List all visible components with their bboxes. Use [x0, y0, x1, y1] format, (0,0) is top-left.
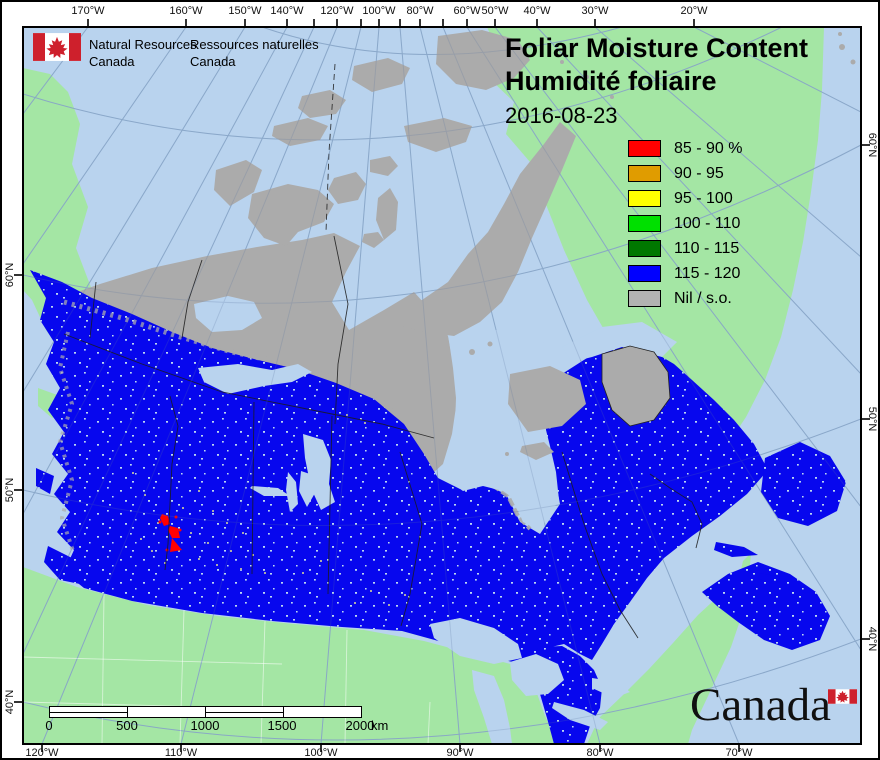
- lakes-layer: [194, 296, 680, 744]
- axis-ticks: [14, 19, 870, 752]
- ungava-nil-patch: [601, 345, 671, 427]
- somerset-island: [370, 156, 398, 176]
- ringnes-islands: [298, 90, 346, 118]
- boothia-peninsula: [376, 188, 398, 240]
- great-bear-lake: [194, 296, 262, 332]
- baffin-island: [394, 122, 576, 336]
- coats-island: [520, 442, 554, 460]
- ellesmere-island: [436, 30, 530, 90]
- lake-erie: [552, 702, 608, 730]
- lake-superior: [430, 618, 522, 664]
- devon-island: [404, 118, 472, 152]
- king-william-island: [362, 232, 384, 248]
- provincial-borders: [63, 63, 703, 639]
- lake-athabasca: [250, 486, 290, 496]
- lake-winnipeg: [303, 434, 335, 510]
- arctic-islands-layer: [214, 30, 856, 460]
- prairie-gray-specks: [132, 406, 406, 606]
- fire-spots: [158, 514, 182, 552]
- great-slave-lake: [198, 364, 312, 394]
- banks-island: [214, 160, 262, 206]
- st-lawrence-river: [628, 596, 680, 650]
- lake-ontario: [592, 678, 630, 698]
- victoria-island: [248, 184, 334, 246]
- southampton-island: [508, 366, 586, 432]
- prince-of-wales-island: [328, 172, 366, 204]
- us-east: [587, 553, 751, 744]
- lake-huron: [510, 654, 564, 696]
- lake-winnipegosis: [286, 472, 298, 512]
- us-west: [23, 567, 558, 744]
- axel-heiberg-island: [352, 58, 410, 92]
- lake-michigan: [472, 670, 512, 744]
- map-frame: [22, 26, 862, 745]
